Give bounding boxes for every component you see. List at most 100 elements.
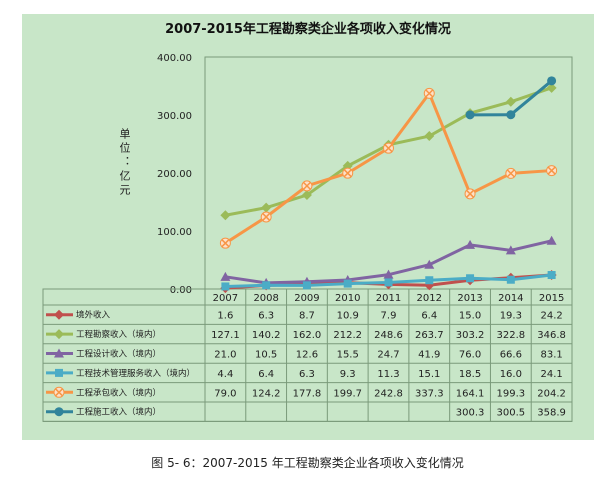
table-cell: 83.1 — [540, 350, 562, 361]
data-point — [221, 282, 230, 291]
figure-caption: 图 5- 6：2007-2015 年工程勘察类企业各项收入变化情况 — [151, 456, 464, 470]
table-cell: 164.1 — [456, 388, 485, 399]
data-point — [505, 167, 517, 179]
table-cell: 140.2 — [252, 330, 281, 341]
table-cell: 18.5 — [459, 369, 481, 380]
data-point — [466, 274, 475, 283]
data-point — [424, 131, 435, 142]
data-point — [54, 329, 64, 340]
legend-label: 工程设计收入（境内） — [76, 349, 161, 360]
x-tick-label: 2013 — [457, 293, 482, 304]
table-cell: 21.0 — [214, 350, 236, 361]
table-cell: 1.6 — [217, 311, 233, 322]
x-tick-label: 2012 — [417, 293, 442, 304]
legend-label: 工程承包收入（境内） — [76, 387, 161, 398]
table-cell: 263.7 — [415, 330, 444, 341]
table-cell: 124.2 — [252, 388, 281, 399]
data-point — [384, 278, 393, 287]
table-cell: 7.9 — [381, 311, 397, 322]
y-tick-label: 100.00 — [157, 227, 192, 238]
table-cell: 16.0 — [500, 369, 522, 380]
table-cell: 6.4 — [258, 369, 274, 380]
x-tick-label: 2014 — [498, 293, 523, 304]
data-point — [54, 309, 64, 320]
line-chart: 2007-2015年工程勘察类企业各项收入变化情况 0.00 100.00 200.0… — [22, 14, 594, 440]
table-cell: 12.6 — [296, 350, 318, 361]
table-cell: 76.0 — [459, 350, 481, 361]
table-cell: 303.2 — [456, 330, 485, 341]
table-cell: 24.7 — [377, 350, 399, 361]
data-point — [260, 211, 272, 223]
data-point — [219, 237, 231, 249]
data-point — [546, 82, 557, 93]
table-cell: 79.0 — [214, 388, 236, 399]
data-point — [546, 235, 557, 245]
table-cell: 199.7 — [333, 388, 362, 399]
table-cell: 300.5 — [497, 408, 526, 419]
table-cell: 66.6 — [500, 350, 522, 361]
table-cell: 242.8 — [374, 388, 403, 399]
data-point — [465, 110, 475, 120]
table-cell: 177.8 — [293, 388, 322, 399]
chart-title: 2007-2015年工程勘察类企业各项收入变化情况 — [165, 21, 451, 37]
y-tick-label: 200.00 — [157, 169, 192, 180]
legend-label: 工程施工收入（境内） — [76, 407, 161, 418]
table-cell: 9.3 — [340, 369, 356, 380]
chart-background — [22, 14, 594, 440]
table-cell: 11.3 — [377, 369, 399, 380]
table-cell: 10.9 — [337, 311, 359, 322]
table-cell: 337.3 — [415, 388, 444, 399]
table-cell: 15.0 — [459, 311, 481, 322]
y-axis-label: 单位：亿元 — [118, 128, 131, 198]
x-tick-label: 2015 — [539, 293, 564, 304]
data-point — [261, 202, 272, 213]
table-cell: 6.3 — [299, 369, 315, 380]
table-cell: 204.2 — [537, 388, 566, 399]
table-cell: 19.3 — [500, 311, 522, 322]
table-cell: 6.3 — [258, 311, 274, 322]
data-point — [464, 188, 476, 200]
data-point — [506, 110, 516, 120]
table-cell: 127.1 — [211, 330, 240, 341]
table-cell: 41.9 — [418, 350, 440, 361]
x-tick-label: 2010 — [335, 293, 360, 304]
data-point — [547, 76, 557, 86]
data-point — [505, 245, 516, 255]
data-point — [546, 165, 558, 177]
data-point — [262, 281, 271, 290]
data-point — [424, 259, 435, 269]
data-point — [383, 269, 394, 279]
x-tick-label: 2008 — [253, 293, 278, 304]
data-point — [547, 271, 556, 280]
x-tick-label: 2011 — [376, 293, 401, 304]
data-point — [301, 190, 312, 201]
legend-label: 境外收入 — [76, 310, 111, 321]
legend-label: 工程技术管理服务收入（境内） — [76, 368, 195, 379]
table-cell: 346.8 — [537, 330, 566, 341]
data-point — [220, 271, 231, 281]
table-cell: 8.7 — [299, 311, 315, 322]
table-cell: 24.2 — [540, 311, 562, 322]
data-point — [54, 348, 64, 358]
data-point — [55, 368, 63, 377]
data-point — [343, 279, 352, 288]
data-point — [220, 210, 231, 221]
y-tick-label: 0.00 — [170, 285, 192, 296]
x-tick-label: 2007 — [213, 293, 238, 304]
data-point — [301, 180, 313, 192]
data-point — [506, 275, 515, 284]
table-cell: 24.1 — [540, 369, 562, 380]
table-cell: 162.0 — [293, 330, 322, 341]
y-tick-label: 400.00 — [157, 53, 192, 64]
data-point — [505, 96, 516, 107]
table-cell: 199.3 — [497, 388, 526, 399]
data-point — [425, 276, 434, 285]
data-point — [54, 407, 64, 417]
table-cell: 212.2 — [333, 330, 362, 341]
x-tick-label: 2009 — [294, 293, 319, 304]
table-cell: 10.5 — [255, 350, 277, 361]
table-cell: 300.3 — [456, 408, 485, 419]
data-point — [423, 87, 435, 99]
table-cell: 15.1 — [418, 369, 440, 380]
table-cell: 15.5 — [337, 350, 359, 361]
